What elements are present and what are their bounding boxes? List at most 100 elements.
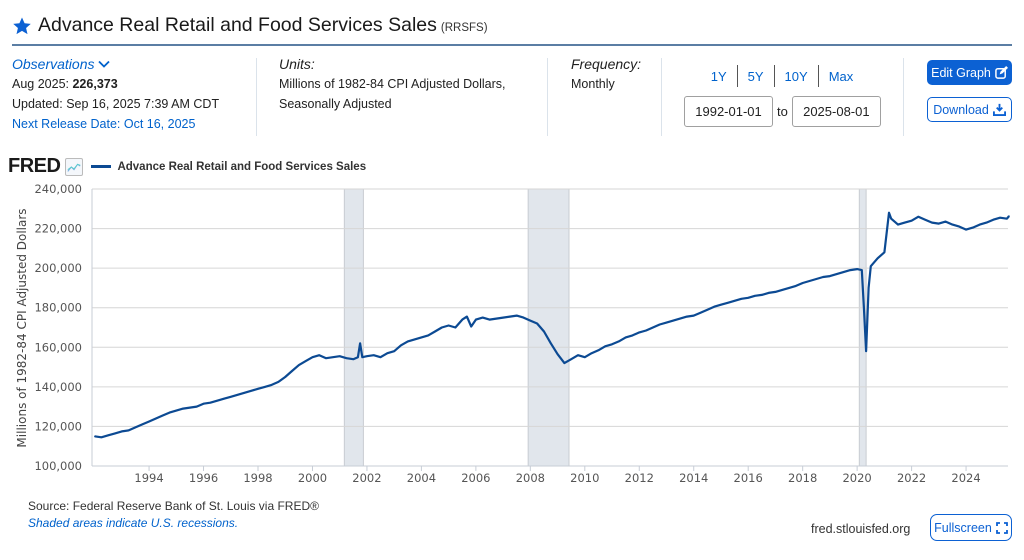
start-date-input[interactable]: [684, 96, 773, 127]
y-axis-label: Millions of 1982-84 CPI Adjusted Dollars: [15, 208, 29, 447]
data-point: [958, 226, 960, 228]
updated-timestamp: Updated: Sep 16, 2025 7:39 AM CDT: [12, 97, 220, 111]
data-point: [1006, 218, 1008, 220]
data-point: [842, 271, 845, 273]
data-point: [466, 316, 468, 318]
frequency-label: Frequency:: [571, 56, 642, 72]
page-title: Advance Real Retail and Food Services Sa…: [38, 14, 437, 36]
data-point: [441, 326, 443, 329]
data-point: [795, 285, 797, 287]
download-button[interactable]: Download: [927, 97, 1012, 122]
data-point: [94, 435, 96, 437]
data-point: [461, 319, 463, 321]
y-tick-label: 200,000: [34, 261, 82, 275]
data-point: [865, 350, 867, 352]
data-point: [243, 392, 245, 394]
star-icon[interactable]: [12, 16, 32, 36]
data-point: [264, 386, 266, 388]
edit-icon: [995, 66, 1008, 79]
data-point: [665, 322, 668, 324]
range-max-link[interactable]: Max: [828, 68, 854, 84]
edit-graph-button[interactable]: Edit Graph: [927, 60, 1012, 85]
units-label: Units:: [279, 56, 315, 72]
data-point: [271, 384, 273, 386]
chart-header: FRED Advance Real Retail and Food Servic…: [8, 155, 366, 178]
data-point: [584, 356, 586, 358]
x-tick-label: 2002: [352, 471, 381, 485]
data-point: [911, 220, 913, 222]
data-point: [1008, 215, 1010, 217]
data-point: [890, 218, 892, 220]
next-release-link[interactable]: Next Release Date: Oct 16, 2025: [12, 117, 196, 131]
range-10y-link[interactable]: 10Y: [784, 68, 808, 84]
y-tick-label: 120,000: [34, 419, 82, 433]
data-point: [298, 364, 300, 366]
data-point: [945, 221, 947, 223]
data-point: [361, 356, 363, 358]
data-point: [659, 323, 661, 326]
data-point: [727, 302, 729, 304]
x-tick-label: 2008: [516, 471, 545, 485]
units-line-1: Millions of 1982-84 CPI Adjusted Dollars…: [279, 77, 506, 91]
data-point: [366, 355, 368, 357]
data-point: [829, 275, 831, 277]
observations-toggle[interactable]: Observations: [12, 54, 219, 74]
data-point: [250, 390, 252, 392]
data-point: [175, 410, 177, 412]
data-point: [189, 407, 191, 409]
data-point: [999, 217, 1001, 219]
data-point: [379, 356, 382, 358]
y-tick-label: 220,000: [34, 222, 82, 236]
x-tick-label: 2010: [570, 471, 599, 485]
x-tick-label: 2024: [951, 471, 980, 485]
data-point: [931, 222, 933, 224]
date-range-panel: 1Y 5Y 10Y Max to: [684, 64, 881, 127]
data-point: [182, 408, 184, 410]
data-point: [992, 219, 994, 221]
data-point: [407, 340, 409, 342]
fullscreen-button[interactable]: Fullscreen: [930, 514, 1012, 541]
series-code: (RRSFS): [440, 22, 488, 34]
fullscreen-icon: [995, 521, 1008, 534]
data-point: [359, 342, 361, 344]
data-point: [325, 357, 327, 359]
range-1y-link[interactable]: 1Y: [710, 68, 727, 84]
separator: [736, 65, 738, 87]
data-point: [788, 287, 790, 289]
fred-logo[interactable]: FRED: [8, 155, 61, 177]
page-header: Advance Real Retail and Food Services Sa…: [12, 14, 488, 37]
site-url[interactable]: fred.stlouisfed.org: [811, 522, 911, 536]
y-tick-label: 140,000: [34, 380, 82, 394]
edit-graph-label: Edit Graph: [931, 65, 991, 80]
data-point: [121, 430, 123, 432]
data-point: [883, 251, 886, 253]
data-point: [420, 336, 422, 338]
observations-panel: Observations Aug 2025: 226,373 Updated: …: [12, 54, 219, 134]
units-line-2: Seasonally Adjusted: [279, 97, 392, 111]
end-date-input[interactable]: [791, 96, 881, 127]
data-point: [543, 330, 545, 333]
line-chart[interactable]: 100,000 120,000 140,000 160,000 180,000 200,0…: [0, 0, 1024, 500]
data-point: [822, 276, 824, 278]
range-5y-link[interactable]: 5Y: [747, 68, 764, 84]
data-point: [352, 358, 354, 360]
data-point: [332, 356, 334, 358]
data-point: [128, 429, 130, 431]
latest-label: Aug 2025:: [12, 77, 69, 91]
data-point: [645, 329, 647, 332]
data-point: [849, 269, 851, 271]
data-point: [357, 356, 359, 358]
units-panel: Units: Millions of 1982-84 CPI Adjusted …: [279, 54, 506, 114]
data-point: [516, 315, 518, 317]
data-point: [870, 265, 872, 267]
data-point: [529, 320, 531, 322]
data-point: [938, 223, 940, 225]
data-point: [577, 354, 579, 356]
data-point: [863, 307, 865, 309]
data-point: [141, 423, 143, 425]
to-label: to: [777, 104, 788, 119]
data-point: [877, 257, 879, 259]
frequency-panel: Frequency: Monthly: [571, 54, 641, 94]
recession-note: Shaded areas indicate U.S. recessions.: [28, 516, 239, 530]
data-point: [230, 396, 232, 398]
